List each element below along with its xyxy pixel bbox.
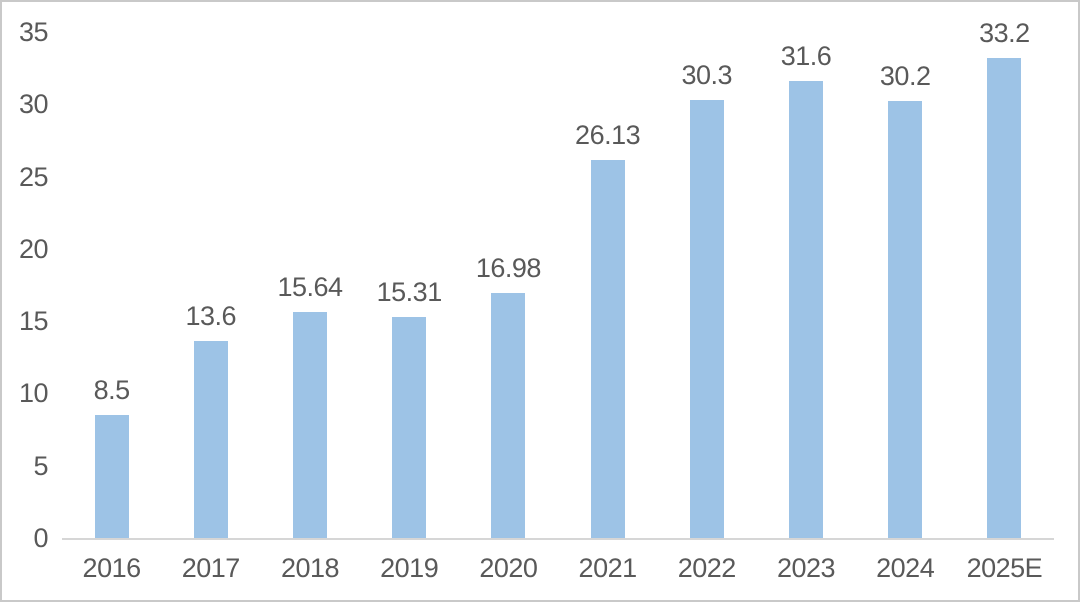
x-tick-label: 2016	[82, 553, 142, 583]
bar-value-label: 13.6	[185, 301, 237, 332]
bar-value-label: 15.31	[376, 276, 443, 307]
bar-value-label: 16.98	[475, 252, 542, 283]
x-tick-label: 2022	[677, 553, 737, 583]
bar-value-label: 26.13	[575, 120, 641, 151]
y-tick-label: 25	[18, 161, 49, 192]
bar	[987, 58, 1022, 538]
bar	[689, 99, 724, 538]
x-tick-label: 2021	[578, 553, 638, 583]
bar-value-label: 31.6	[780, 41, 832, 72]
x-tick-label: 2017	[181, 553, 241, 583]
bar	[789, 81, 823, 538]
y-tick-label: 15	[18, 306, 49, 337]
x-tick-label: 2020	[479, 553, 538, 583]
bar	[193, 341, 228, 538]
x-tick-label: 2024	[876, 553, 935, 583]
x-tick-label: 2019	[380, 553, 439, 583]
bar	[94, 415, 129, 538]
y-tick-label: 10	[18, 378, 49, 409]
bar-value-label: 33.2	[979, 18, 1030, 49]
bar	[491, 292, 526, 538]
y-tick-label: 5	[33, 450, 48, 481]
bar	[392, 316, 427, 538]
bar	[293, 311, 327, 538]
bar	[888, 101, 923, 538]
x-tick-label: 2023	[776, 553, 836, 583]
bar-value-label: 15.64	[277, 271, 343, 302]
y-tick-label: 0	[33, 523, 48, 553]
bar-value-label: 30.2	[879, 61, 931, 92]
bar-value-label: 30.3	[681, 59, 733, 90]
bar	[590, 160, 625, 538]
x-tick-label: 2025E	[966, 553, 1043, 583]
y-tick-label: 30	[18, 89, 49, 120]
x-tick-label: 2018	[280, 553, 340, 583]
bar-value-label: 8.5	[93, 375, 131, 406]
y-tick-label: 35	[18, 17, 49, 47]
y-tick-label: 20	[18, 233, 49, 264]
x-axis-line	[62, 538, 1054, 540]
